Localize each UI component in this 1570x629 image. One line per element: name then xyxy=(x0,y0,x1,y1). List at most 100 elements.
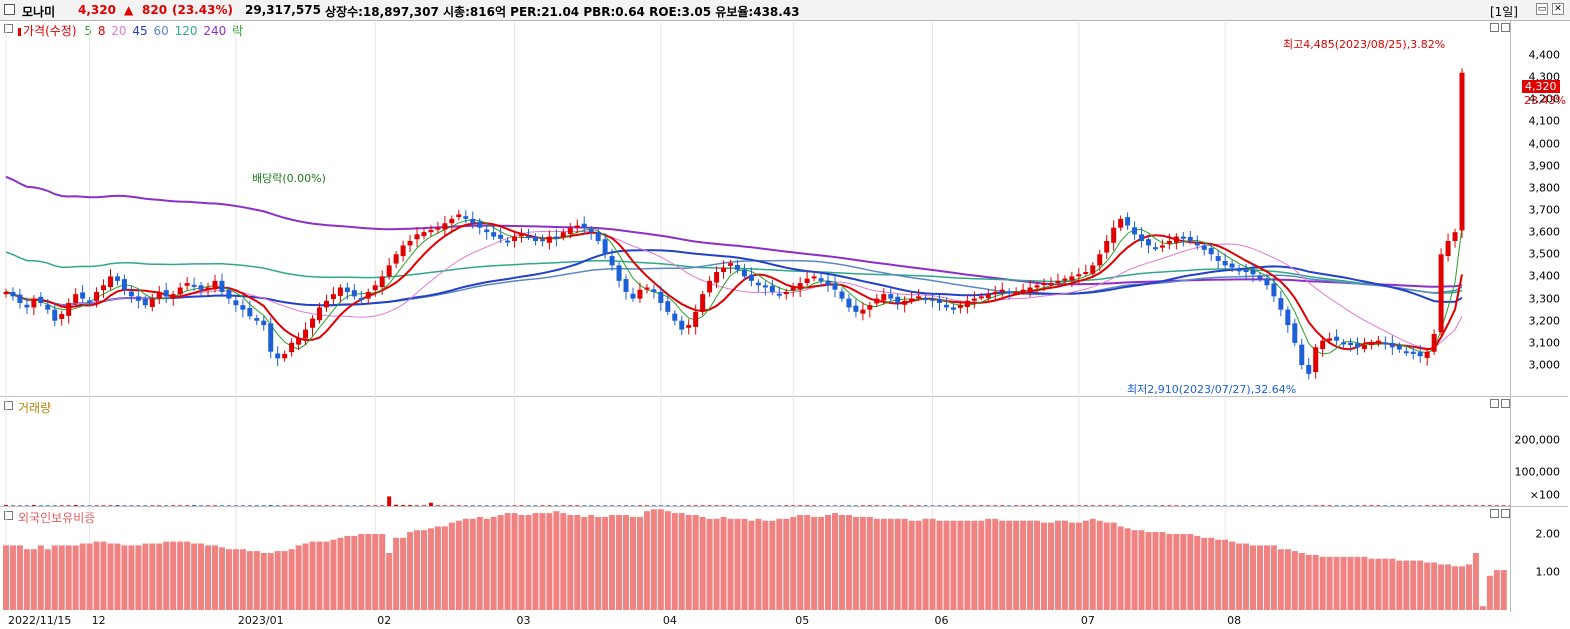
restore-window-button[interactable]: ▭ xyxy=(1536,3,1548,15)
foreign-axis[interactable]: 2.00 1.00 xyxy=(1510,506,1568,612)
legend-ma120[interactable]: 120 xyxy=(174,24,198,38)
legend-ma5[interactable]: 5 xyxy=(84,24,92,38)
foreign-holding-bar xyxy=(1194,535,1201,610)
select-checkbox[interactable] xyxy=(4,4,15,15)
candle-body xyxy=(539,239,545,242)
candle-body xyxy=(128,291,134,297)
foreign-pane-menu-icon[interactable] xyxy=(4,511,13,520)
foreign-holding-bar xyxy=(107,543,114,610)
pane-menu-icon[interactable] xyxy=(4,24,13,33)
volume-bar xyxy=(324,505,329,506)
foreign-holding-bar xyxy=(1382,558,1389,610)
foreign-holding-bar xyxy=(574,515,581,610)
foreign-holding-bar xyxy=(1368,558,1375,610)
foreign-holding-bar xyxy=(720,516,727,610)
volume-bar xyxy=(881,505,886,506)
period-selector[interactable]: [1일] xyxy=(1489,5,1518,19)
volume-bar xyxy=(547,505,552,506)
foreign-holding-bar xyxy=(845,515,852,610)
legend-ma8[interactable]: 8 xyxy=(97,24,106,38)
volume-bar xyxy=(867,505,872,506)
volume-bar xyxy=(1042,505,1047,506)
volume-bar xyxy=(1299,505,1304,506)
foreign-holding-bar xyxy=(100,541,107,610)
foreign-holding-bar xyxy=(964,520,971,610)
x-tick-label: 05 xyxy=(795,614,810,627)
legend-ma45[interactable]: 45 xyxy=(132,24,148,38)
foreign-holding-bar xyxy=(23,549,30,610)
candle-body xyxy=(1355,343,1361,348)
volume-bar xyxy=(728,505,733,506)
foreign-holding-bar xyxy=(65,545,72,610)
foreign-pane-max-button[interactable] xyxy=(1490,509,1499,518)
candle-body xyxy=(1083,272,1089,274)
foreign-holding-bar xyxy=(636,516,643,610)
foreign-holding-bar xyxy=(9,545,16,610)
price-change-pct: (23.43%) xyxy=(172,3,233,17)
price-pane-max-button[interactable] xyxy=(1490,23,1499,32)
last-change-tag: 23.43% xyxy=(1524,94,1566,107)
volume-pane-close-button[interactable] xyxy=(1501,399,1510,408)
candle-body xyxy=(268,323,274,352)
legend-ma60[interactable]: 60 xyxy=(153,24,169,38)
volume-bar xyxy=(115,505,120,506)
legend-price-label: 가격(수정) xyxy=(23,24,77,38)
volume-bar xyxy=(192,505,197,506)
volume-bar xyxy=(1327,505,1332,506)
candle-body xyxy=(1410,351,1416,354)
volume-pane-max-button[interactable] xyxy=(1490,399,1499,408)
stock-chart-canvas[interactable] xyxy=(0,0,1510,629)
volume-bar xyxy=(1306,505,1311,506)
volume-bar xyxy=(630,505,635,506)
x-tick-label: 03 xyxy=(516,614,531,627)
candle-body xyxy=(1055,280,1061,284)
volume-bar xyxy=(442,505,447,506)
foreign-holding-bar xyxy=(776,518,783,610)
price-axis[interactable]: 4,400 4,300 4,200 4,100 4,000 3,900 3,800 3,700… xyxy=(1510,21,1568,396)
volume-bar xyxy=(1278,505,1283,506)
volume-bar xyxy=(1209,505,1214,506)
foreign-holding-bar xyxy=(163,541,170,610)
foreign-holding-bar xyxy=(30,549,37,610)
price-pane-close-button[interactable] xyxy=(1501,23,1510,32)
foreign-holding-bar xyxy=(232,549,239,610)
volume-bar xyxy=(1404,505,1409,506)
legend-ma240[interactable]: 240 xyxy=(203,24,227,38)
volume-bar xyxy=(1202,505,1207,506)
volume-pane-menu-icon[interactable] xyxy=(4,401,13,410)
volume-bar xyxy=(1355,505,1360,506)
legend-ex-dividend[interactable]: 락 xyxy=(232,24,244,38)
volume-bar xyxy=(491,505,496,506)
volume-bar xyxy=(860,505,865,506)
volume-bar xyxy=(707,505,712,506)
foreign-holding-bar xyxy=(379,534,386,610)
volume-bar xyxy=(512,505,517,506)
ma5-line xyxy=(5,219,1463,355)
volume-bar xyxy=(261,505,266,506)
foreign-holding-bar xyxy=(44,549,51,610)
candle-body xyxy=(1445,241,1451,257)
volume-bar xyxy=(617,505,622,506)
foreign-holding-bar xyxy=(553,511,560,610)
candle-body xyxy=(1062,278,1068,281)
foreign-holding-bar xyxy=(971,520,978,610)
volume-bar xyxy=(1453,505,1458,506)
foreign-holding-bar xyxy=(762,520,769,610)
foreign-holding-bar xyxy=(434,526,441,610)
candle-body xyxy=(519,234,525,237)
close-window-button[interactable]: ✕ xyxy=(1552,3,1564,15)
volume-bar xyxy=(958,505,963,506)
legend-ma20[interactable]: 20 xyxy=(111,24,127,38)
foreign-pane-close-button[interactable] xyxy=(1501,509,1510,518)
volume-axis[interactable]: 200,000 100,000 ×100 xyxy=(1510,396,1568,506)
foreign-holding-bar xyxy=(3,545,9,610)
foreign-holding-bar xyxy=(323,541,330,610)
candle-body xyxy=(950,307,956,310)
foreign-holding-bar xyxy=(943,520,950,610)
volume-bar xyxy=(1418,505,1423,506)
foreign-holding-bar xyxy=(462,518,469,610)
volume-bar xyxy=(1125,505,1130,506)
candle-body xyxy=(700,294,706,312)
foreign-holding-bar xyxy=(1340,556,1347,610)
volume-bar xyxy=(1195,505,1200,506)
